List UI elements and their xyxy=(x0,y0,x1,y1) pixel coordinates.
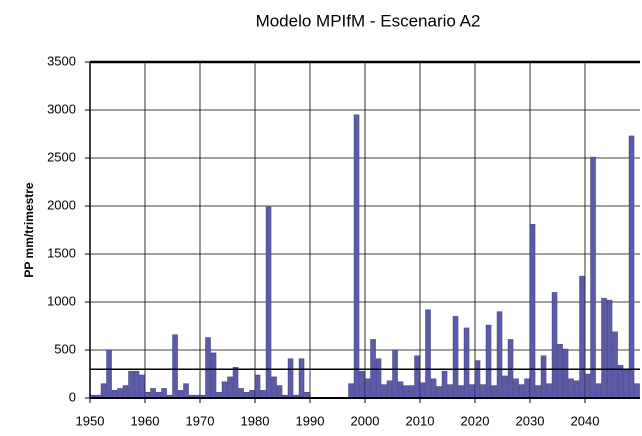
bar xyxy=(474,360,481,399)
y-axis-label: PP mm/trimestre xyxy=(22,182,36,277)
bar xyxy=(106,349,112,399)
chart-title: Modelo MPIfM - Escenario A2 xyxy=(256,11,481,30)
bar xyxy=(485,324,492,399)
bar xyxy=(298,358,305,399)
bar xyxy=(419,382,426,399)
bar xyxy=(540,355,547,399)
bar xyxy=(133,370,140,399)
x-tick-label: 2030 xyxy=(516,413,545,428)
bar xyxy=(381,384,387,399)
x-tick-label: 2040 xyxy=(571,413,600,428)
bar xyxy=(364,378,371,399)
x-tick-label: 1950 xyxy=(76,413,105,428)
y-tick-label: 2500 xyxy=(47,149,76,164)
bar xyxy=(177,390,184,399)
bar xyxy=(210,352,217,399)
bar xyxy=(227,376,233,399)
bar xyxy=(249,390,255,399)
bar xyxy=(463,327,470,399)
bar xyxy=(403,385,409,399)
bar xyxy=(139,374,145,399)
bar xyxy=(205,337,211,399)
y-tick-label: 2000 xyxy=(47,197,76,212)
bar xyxy=(612,331,618,399)
bar xyxy=(375,358,382,399)
bar xyxy=(562,348,569,399)
y-tick-label: 1500 xyxy=(47,245,76,260)
bar xyxy=(628,135,635,399)
bar xyxy=(634,383,640,399)
y-tick-label: 1000 xyxy=(47,293,76,308)
bar xyxy=(100,383,107,399)
bar xyxy=(518,384,525,399)
x-tick-label: 1960 xyxy=(131,413,160,428)
bar xyxy=(287,358,294,399)
bar xyxy=(436,386,442,399)
y-tick-label: 3000 xyxy=(47,101,76,116)
bar xyxy=(430,378,437,399)
bar xyxy=(111,390,118,399)
bar xyxy=(524,378,530,399)
x-tick-label: 1980 xyxy=(241,413,270,428)
y-tick-label: 0 xyxy=(69,389,76,404)
bar xyxy=(557,344,563,399)
bar xyxy=(617,365,624,399)
x-tick-label: 2020 xyxy=(461,413,490,428)
bar xyxy=(359,370,365,399)
bar xyxy=(397,381,404,399)
bar xyxy=(595,383,602,399)
bar xyxy=(353,114,360,399)
bar xyxy=(172,334,178,399)
bar xyxy=(117,388,123,399)
bar xyxy=(447,384,453,399)
x-tick-label: 1970 xyxy=(186,413,215,428)
y-tick-label: 3500 xyxy=(47,53,76,68)
bar xyxy=(452,316,459,399)
bar xyxy=(414,355,420,399)
bar xyxy=(480,384,486,399)
bar xyxy=(551,292,558,399)
bar xyxy=(590,156,596,399)
bar xyxy=(513,378,519,399)
bar xyxy=(276,385,283,399)
bar xyxy=(408,385,415,399)
bar xyxy=(254,374,261,399)
bar xyxy=(271,376,277,399)
bar xyxy=(623,369,629,399)
bar xyxy=(502,375,508,399)
bar xyxy=(183,383,189,399)
bar xyxy=(441,370,448,399)
x-tick-label: 2000 xyxy=(351,413,380,428)
bar xyxy=(601,297,607,399)
bar xyxy=(491,385,497,399)
bar xyxy=(458,385,464,399)
x-tick-label: 2010 xyxy=(406,413,435,428)
bar xyxy=(579,275,585,399)
bar xyxy=(221,381,228,399)
x-tick-label: 1990 xyxy=(296,413,325,428)
bar xyxy=(535,385,541,399)
bar xyxy=(128,370,134,399)
bar xyxy=(150,388,156,399)
bar xyxy=(260,390,266,399)
bar xyxy=(496,311,503,399)
bar xyxy=(529,224,536,399)
bar xyxy=(392,349,398,399)
bar xyxy=(469,384,475,399)
bar xyxy=(348,383,354,399)
bar xyxy=(606,299,613,399)
bar xyxy=(238,388,244,399)
bar xyxy=(232,367,239,399)
bar xyxy=(546,383,552,399)
y-tick-label: 500 xyxy=(54,341,76,356)
bar xyxy=(386,380,393,399)
bar xyxy=(425,309,431,399)
bar xyxy=(568,378,574,399)
bar xyxy=(161,388,167,399)
bar xyxy=(122,385,129,399)
bar xyxy=(584,373,591,399)
bar xyxy=(573,380,580,399)
